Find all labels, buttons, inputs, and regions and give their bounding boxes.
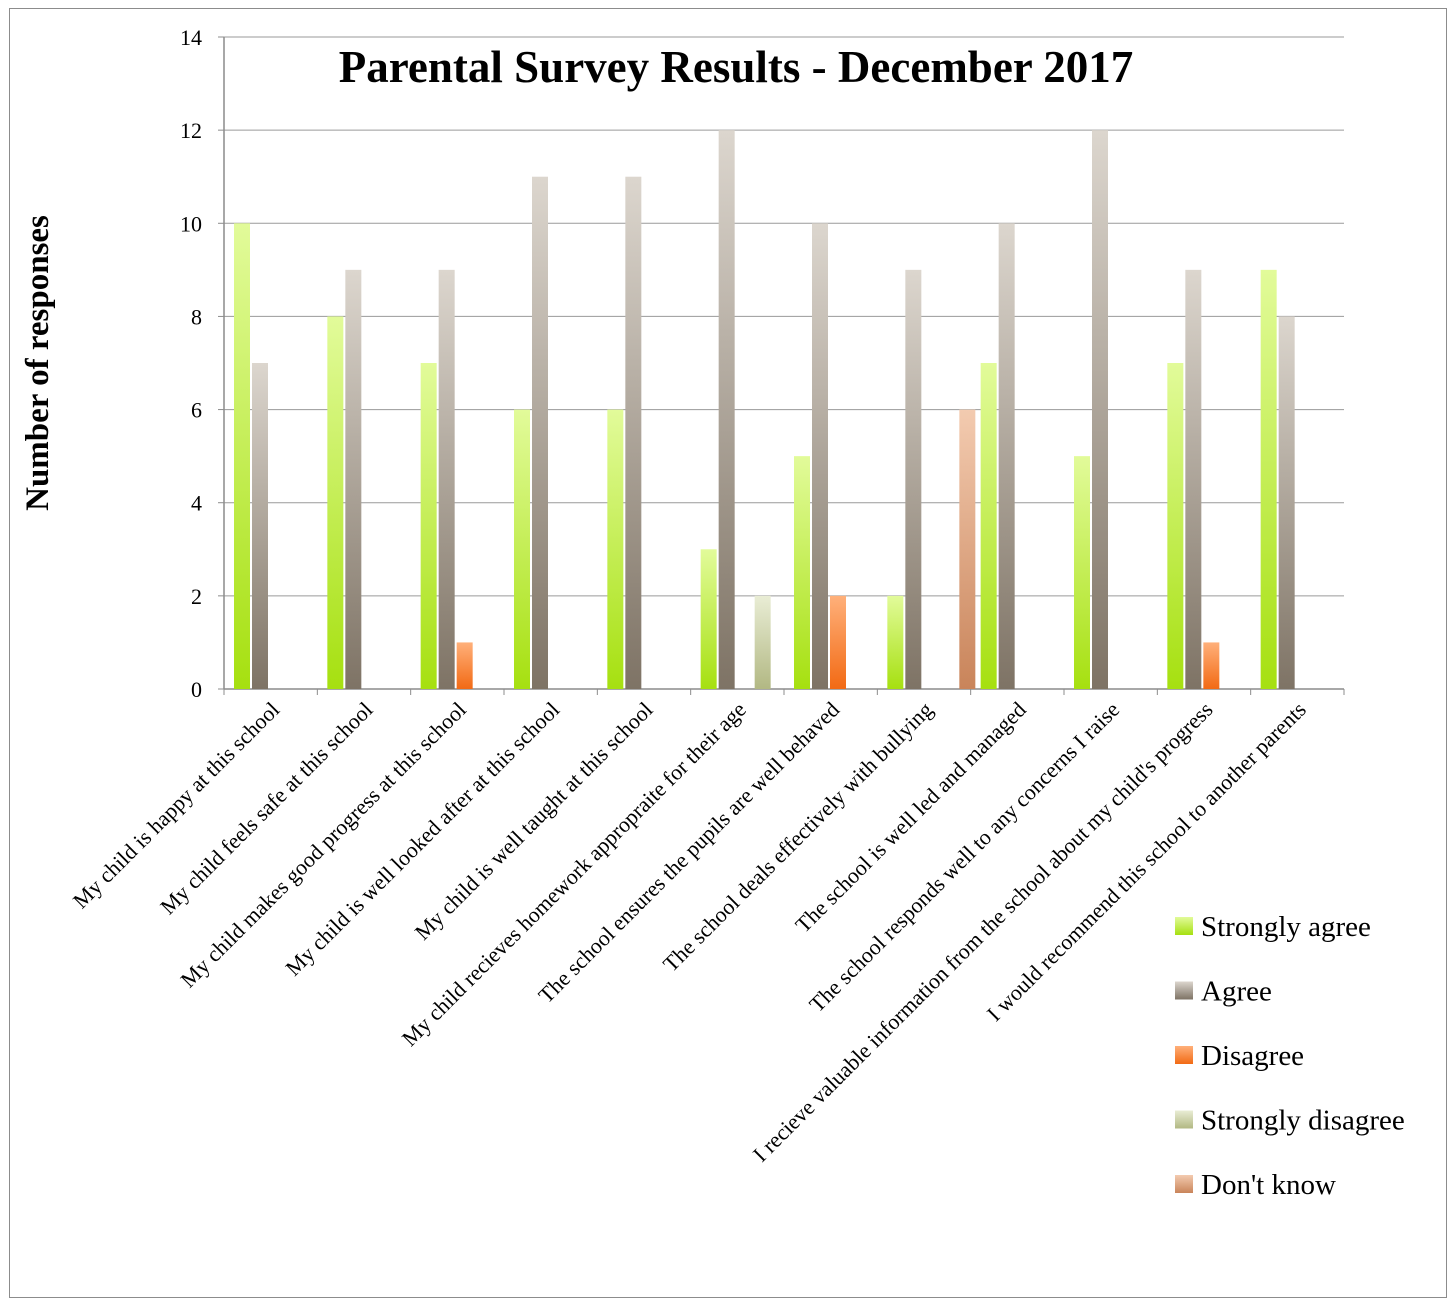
bar [234,223,250,690]
y-tick-label: 2 [191,584,202,609]
bar [887,595,904,689]
y-tick-labels: 0 2 4 6 8 10 12 14 [180,25,202,702]
y-tick-label: 6 [191,398,202,423]
legend-label: Agree [1201,976,1272,1008]
bar [456,642,473,689]
bar [1203,642,1220,689]
bar [1185,269,1202,689]
bar [998,223,1015,690]
y-tick-label: 14 [180,25,202,50]
y-axis-label: Number of responses [20,215,56,511]
bar [327,316,344,689]
bar [1167,363,1184,689]
bar [754,595,771,689]
legend-swatch [1175,917,1193,935]
bar [607,409,624,689]
bar [532,176,548,689]
legend-label: Disagree [1201,1040,1304,1072]
legend-swatch [1175,1175,1193,1193]
bar [1074,456,1090,689]
bar [905,269,922,689]
gridlines [218,36,1345,695]
y-tick-label: 10 [180,211,202,236]
bar [830,595,846,689]
legend-label: Strongly disagree [1201,1105,1405,1137]
y-tick-label: 0 [191,677,202,702]
bar [1278,316,1295,689]
bar [794,456,810,689]
bar [718,130,735,690]
bar [980,363,997,689]
legend-swatch [1175,1046,1193,1064]
bar [812,223,828,690]
bar [514,409,530,689]
y-tick-label: 12 [180,118,202,143]
bar [420,363,437,689]
legend-swatch [1175,1110,1193,1129]
bar [345,269,362,689]
bar [1260,269,1277,689]
bar [959,409,976,689]
x-tick-label: My child recieves homework appropraite f… [397,697,751,1051]
bar [625,176,642,689]
bar [1092,130,1108,690]
legend: Strongly agree Agree Disagree Strongly disa… [1175,911,1405,1201]
legend-label: Don't know [1201,1169,1336,1201]
chart-title: Parental Survey Results - December 2017 [339,42,1133,92]
y-tick-label: 8 [191,304,202,329]
bar [700,549,717,689]
y-tick-label: 4 [191,491,202,516]
bar [252,363,268,689]
legend-swatch [1175,981,1193,1000]
x-tick-label: I recieve valuable information from the … [748,697,1218,1167]
bar [438,269,455,689]
bars [234,130,1295,690]
legend-label: Strongly agree [1201,911,1371,943]
